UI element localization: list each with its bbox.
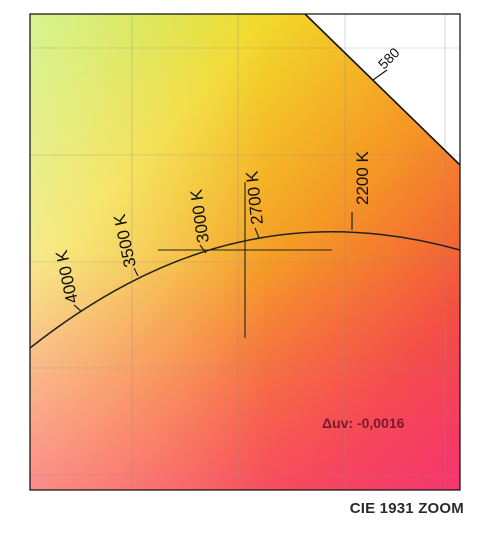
- spectral-locus-line: [304, 13, 461, 166]
- isotherm-ticks: [73, 212, 353, 312]
- isotherm-tick-3500k: [133, 267, 139, 277]
- planckian-locus-curve: [29, 231, 461, 349]
- isotherm-label-2200k: 2200 K: [353, 150, 372, 205]
- plot-border: [29, 13, 461, 491]
- spectral-locus-tick-580: [372, 69, 388, 81]
- grid-lines: [30, 14, 460, 490]
- isotherm-tick-2700k: [254, 227, 260, 239]
- isotherm-tick-3000k: [199, 244, 207, 254]
- measurement-crosshair: [158, 182, 332, 338]
- isotherm-tick-4000k: [73, 304, 82, 312]
- diagram-caption: CIE 1931 ZOOM: [349, 500, 464, 517]
- delta-uv-label: Δuv: -0,0016: [322, 415, 405, 431]
